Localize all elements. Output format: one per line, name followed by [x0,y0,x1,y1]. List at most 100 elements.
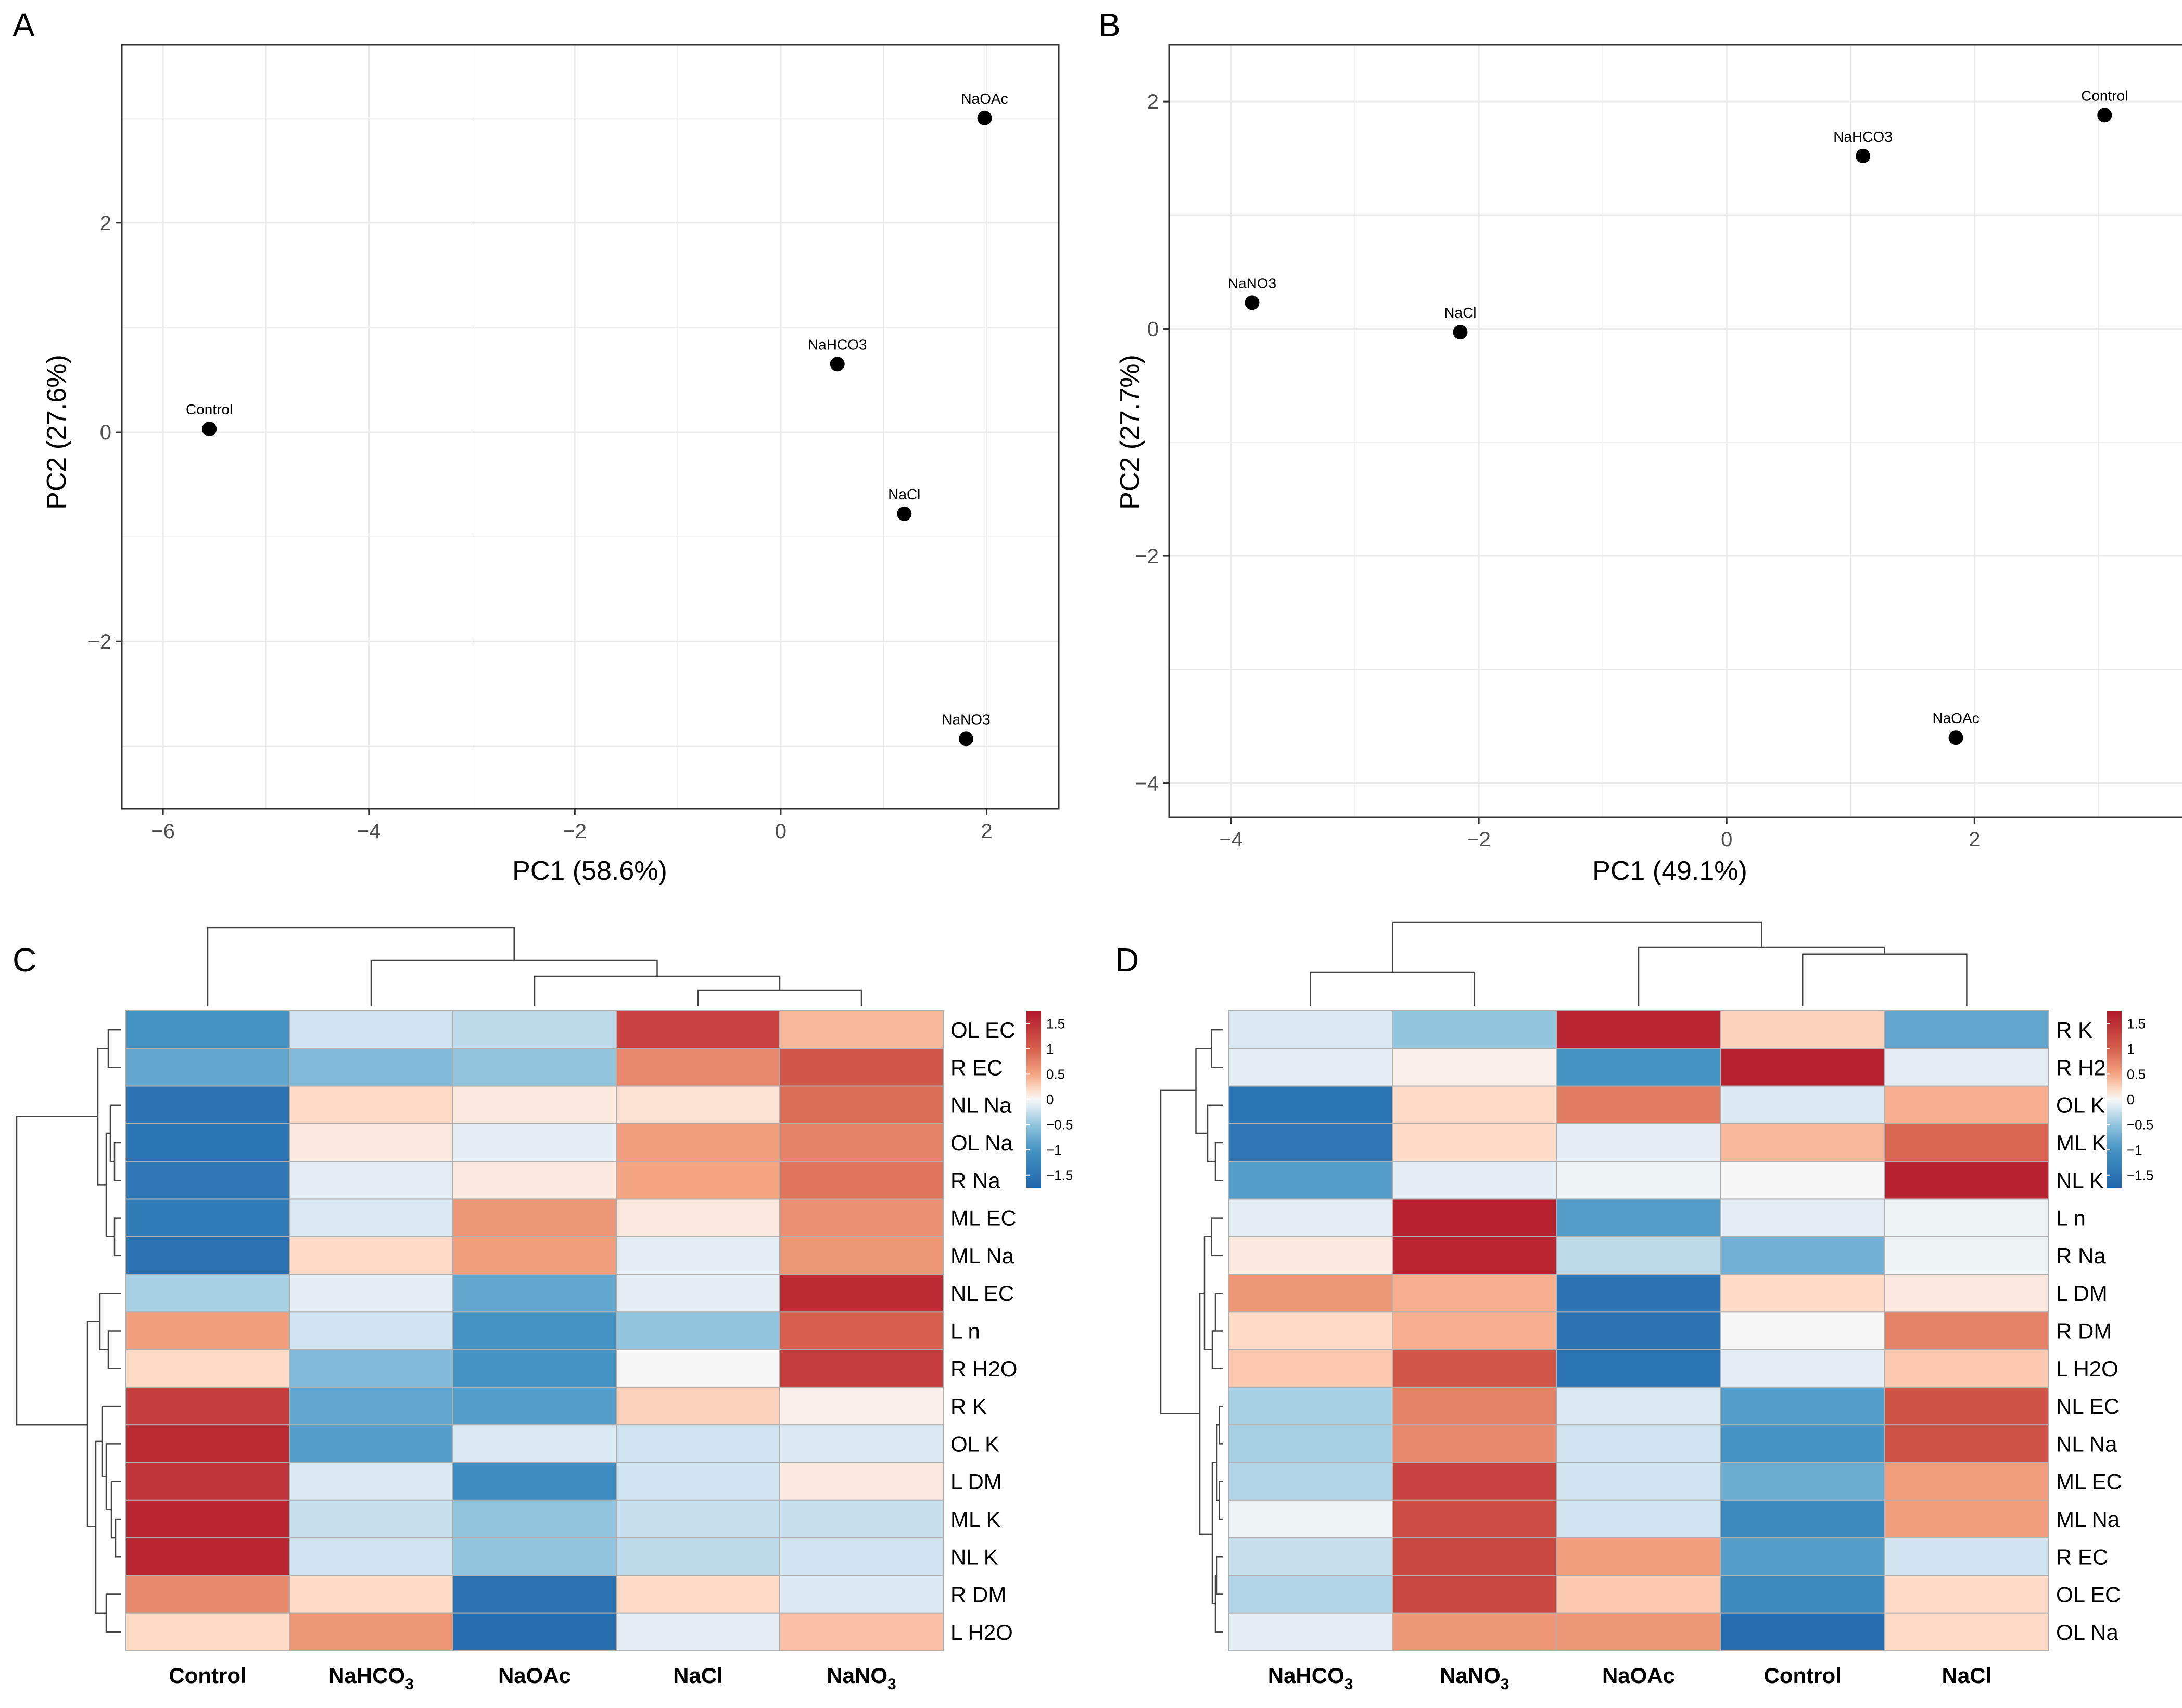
plot-frame-b [1168,44,2182,818]
cell-r-h2o-nacl-c [616,1349,780,1388]
cell-ol-ec-nahco3-c [289,1010,453,1049]
cell-nl-na-naoac-d [1556,1424,1721,1463]
cell-r-k-naoac-c [452,1386,617,1426]
plot-frame-a [121,44,1060,810]
cell-ol-k-nano3-d [1392,1085,1557,1124]
cell-r-h2o-control-c [125,1349,290,1388]
cell-l-n-nahco3-c [289,1311,453,1350]
row-dendrogram-branch-c [86,1321,100,1527]
cell-ml-k-nacl-d [1884,1123,2050,1162]
cell-r-k-nano3-c [779,1386,944,1426]
legend-tick-label-c: −0.5 [1046,1117,1073,1133]
cell-l-dm-naoac-c [452,1462,617,1501]
row-dendrogram-branch-c [107,1029,121,1068]
column-label-naoac-c: NaOAc [498,1663,571,1688]
cell-r-ec-nahco3-d [1228,1537,1393,1576]
panel-label-a: A [12,6,35,44]
point-label-nano3-a: NaNO3 [942,711,990,727]
cell-l-dm-nahco3-d [1228,1274,1393,1313]
cell-ml-k-naoac-c [452,1499,617,1539]
cell-r-na-nano3-c [779,1161,944,1200]
cell-ol-na-nano3-d [1392,1612,1557,1652]
cell-l-h2o-nahco3-c [289,1612,453,1652]
x-tick-label-a: 0 [775,820,786,843]
cell-ml-na-control-d [1720,1499,1885,1539]
row-dendrogram-branch-d [1211,1462,1217,1604]
cell-r-dm-naoac-c [452,1575,617,1614]
cell-ol-na-naoac-d [1556,1612,1721,1652]
y-axis-title-a: PC2 (27.6%) [42,355,72,510]
plot-area-b: −4 −2 0 2 −4 −2 0 2 NaNO3 NaCl NaHCO3 Control NaOAc [1135,44,2182,851]
cell-r-h2o-nacl-d [1884,1048,2050,1087]
row-label-nl-na-d: NL Na [2056,1432,2117,1456]
cell-ml-na-control-c [125,1236,290,1275]
row-dendrogram-branch-d [1219,1405,1223,1445]
cell-ml-na-nahco3-d [1228,1499,1393,1539]
column-label-control-c: Control [169,1663,246,1688]
point-label-naoac-a: NaOAc [961,91,1008,107]
cell-ol-k-naoac-d [1556,1085,1721,1124]
cell-nl-k-naoac-d [1556,1161,1721,1200]
cell-ol-na-nahco3-c [289,1123,453,1162]
cell-ml-na-nacl-c [616,1236,780,1275]
row-label-nl-ec-c: NL EC [950,1281,1014,1306]
row-dendrogram-branch-d [1199,1292,1212,1535]
cell-nl-na-nacl-d [1884,1424,2050,1463]
x-tick-label-b: −2 [1467,828,1491,851]
row-label-ml-ec-d: ML EC [2056,1470,2122,1494]
legend-tick-label-d: 0 [2127,1092,2134,1107]
legend-tick-label-c: 1 [1046,1041,1054,1057]
cell-r-k-nacl-d [1884,1010,2050,1049]
row-dendrogram-branch-c [113,1142,121,1181]
heatmap-area-c: OL EC R EC NL Na OL Na R Na ML EC ML Na NL EC L … [16,927,1073,1693]
legend-tick-label-d: −0.5 [2127,1117,2153,1133]
column-dendrogram-branch-d [1638,946,1886,1006]
cell-l-dm-nahco3-c [289,1462,453,1501]
row-label-ol-na-c: OL Na [950,1131,1013,1155]
cell-r-na-nacl-c [616,1161,780,1200]
column-label-nahco3-d: NaHCO3 [1268,1663,1353,1693]
column-label-naoac-d: NaOAc [1602,1663,1675,1688]
cell-nl-k-nacl-c [616,1537,780,1576]
cell-r-na-nahco3-d [1228,1236,1393,1275]
row-dendrogram-branch-d [1219,1481,1223,1520]
cell-l-n-nacl-d [1884,1198,2050,1237]
cell-ml-ec-nacl-d [1884,1462,2050,1501]
cell-ml-na-nano3-d [1392,1499,1557,1539]
cell-r-dm-nacl-d [1884,1311,2050,1350]
cell-l-h2o-nano3-c [779,1612,944,1652]
cell-r-na-nano3-d [1392,1236,1557,1275]
column-label-nano3-d: NaNO3 [1440,1663,1509,1693]
cell-ol-k-control-c [125,1424,290,1463]
cell-nl-na-nacl-c [616,1085,780,1124]
column-dendrogram-branch-c [370,959,658,1006]
row-label-l-dm-d: L DM [2056,1281,2108,1306]
cell-ol-k-nano3-c [779,1424,944,1463]
row-dendrogram-branch-c [109,1104,121,1162]
row-dendrogram-branch-d [1211,1029,1223,1068]
cell-ml-ec-nano3-d [1392,1462,1557,1501]
row-label-ml-na-d: ML Na [2056,1507,2120,1532]
row-label-l-dm-c: L DM [950,1470,1002,1494]
cell-ol-ec-nano3-d [1392,1575,1557,1614]
x-tick-label-b: 0 [1721,828,1732,851]
row-dendrogram-branch-c [16,1116,98,1426]
legend-tick-label-c: 0.5 [1046,1066,1065,1082]
cell-nl-k-nacl-d [1884,1161,2050,1200]
cell-r-h2o-naoac-c [452,1349,617,1388]
cell-l-dm-control-d [1720,1274,1885,1313]
cell-r-h2o-nano3-c [779,1349,944,1388]
cell-r-ec-nano3-c [779,1048,944,1087]
cell-l-h2o-control-c [125,1612,290,1652]
row-label-r-k-c: R K [950,1394,987,1419]
cell-nl-k-control-d [1720,1161,1885,1200]
cell-r-k-naoac-d [1556,1010,1721,1049]
legend-tick-label-c: −1.5 [1046,1168,1073,1183]
cell-nl-na-nano3-c [779,1085,944,1124]
column-dendrogram-branch-c [207,927,515,1006]
cell-nl-ec-nacl-d [1884,1386,2050,1426]
x-tick-label-a: −4 [357,820,381,843]
point-nahco3-b [1856,148,1871,163]
row-dendrogram-branch-c [95,1440,106,1614]
